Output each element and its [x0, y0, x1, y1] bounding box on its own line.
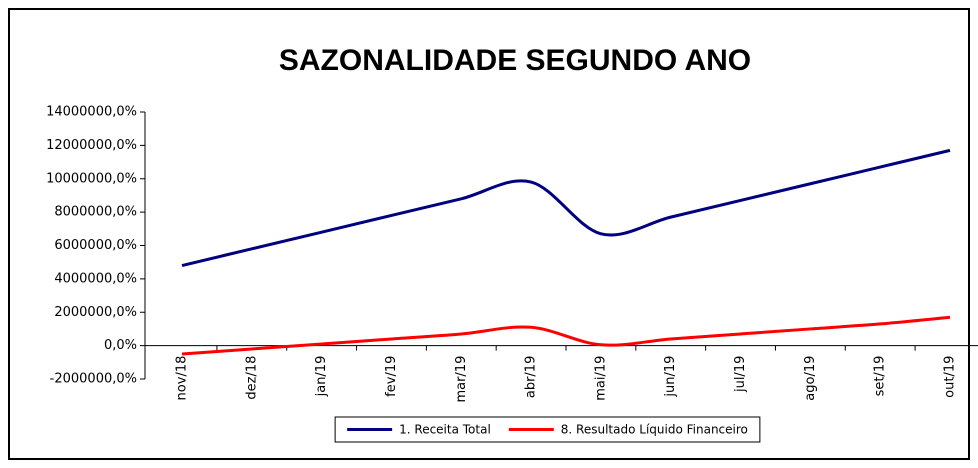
- chart-title: SAZONALIDADE SEGUNDO ANO: [279, 44, 751, 77]
- x-tick-label: ago/19: [803, 356, 818, 401]
- legend-label: 8. Resultado Líquido Financeiro: [561, 423, 748, 437]
- x-tick-label: mai/19: [593, 356, 608, 401]
- y-tick-label: 4000000,0%: [54, 271, 137, 286]
- y-tick-label: 8000000,0%: [54, 205, 137, 220]
- y-tick-label: 0,0%: [104, 338, 137, 353]
- y-tick-label: -2000000,0%: [50, 372, 137, 387]
- series-line: [181, 148, 951, 267]
- x-tick-label: out/19: [943, 356, 958, 398]
- y-tick-label: 6000000,0%: [54, 238, 137, 253]
- x-tick-label: dez/18: [244, 356, 259, 400]
- x-tick-label: mar/19: [454, 356, 469, 403]
- x-tick-label: fev/19: [384, 356, 399, 397]
- x-tick-label: abr/19: [524, 356, 539, 399]
- x-tick-label: nov/18: [175, 356, 190, 401]
- x-tick-label: jul/19: [733, 356, 748, 393]
- x-tick-label: set/19: [873, 356, 888, 397]
- x-tick-label: jun/19: [663, 356, 678, 398]
- chart-frame: [8, 8, 970, 460]
- y-tick-label: 14000000,0%: [46, 105, 137, 120]
- x-tick-label: jan/19: [314, 356, 329, 398]
- y-tick-label: 10000000,0%: [46, 171, 137, 186]
- legend-label: 1. Receita Total: [399, 423, 491, 437]
- series-line: [181, 315, 951, 356]
- y-tick-label: 12000000,0%: [46, 138, 137, 153]
- y-tick-label: 2000000,0%: [54, 305, 137, 320]
- legend: 1. Receita Total 8. Resultado Líquido Fin…: [334, 416, 761, 443]
